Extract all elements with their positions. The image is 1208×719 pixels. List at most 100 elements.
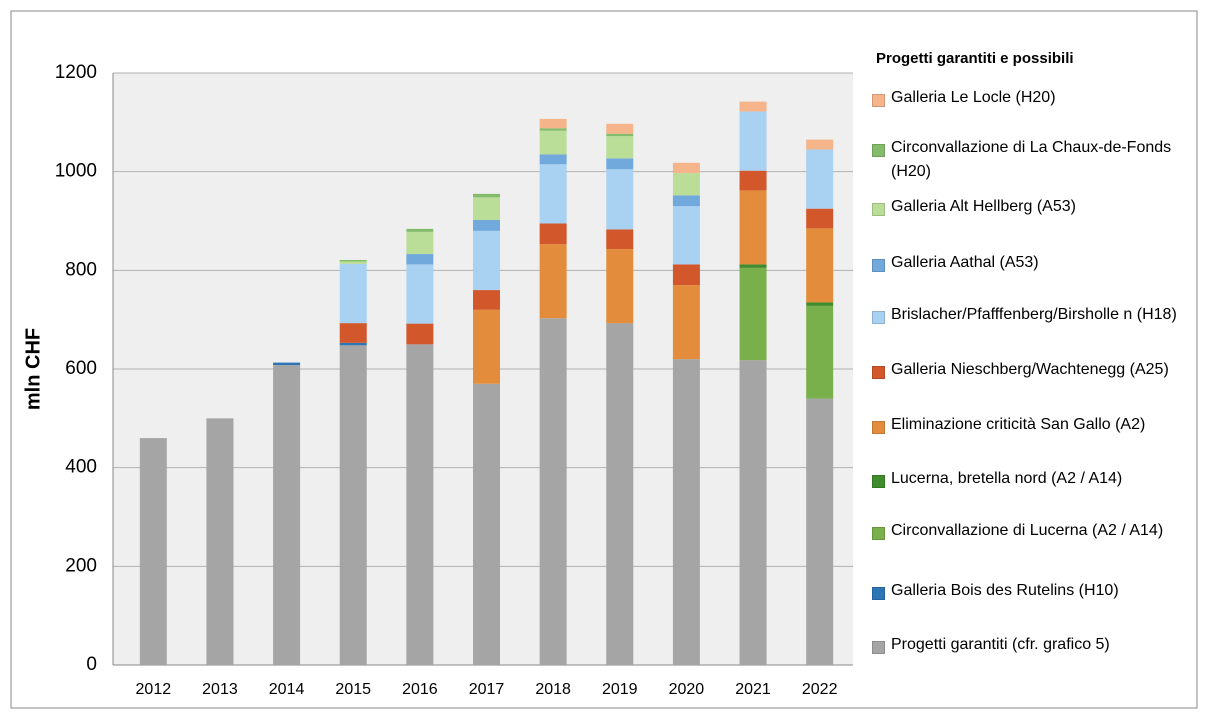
bar-segment [339,261,367,264]
bar-segment [339,342,367,346]
bar-segment [473,193,500,198]
bar-segment [672,359,700,665]
bar-segment [672,264,700,286]
legend-item: Galleria Aathal (A53) [870,254,1190,275]
bar-segment [273,362,301,366]
legend-item: Galleria Alt Hellberg (A53) [870,198,1190,219]
bar-segment [539,164,567,224]
bar-segment [806,208,834,229]
bar-segment [606,249,634,324]
bar-segment [672,195,700,207]
x-tick-label: 2017 [469,681,505,698]
legend-swatch [872,311,885,324]
bar-segment [539,154,567,165]
bar-segment [473,290,500,310]
bar-segment [739,267,767,361]
bar-segment [806,149,834,209]
legend-swatch [872,587,885,600]
bar-segment [672,162,700,174]
legend: Progetti garantiti e possibili Galleria … [870,50,1190,654]
y-tick-label: 0 [86,654,97,675]
bar-segment [739,170,767,191]
x-tick-label: 2022 [802,681,838,698]
bar-segment [406,264,434,324]
bar-segment [539,223,567,245]
legend-swatch [872,259,885,272]
legend-label: Galleria Alt Hellberg (A53) [891,198,1076,215]
bar-segment [606,158,634,170]
y-tick-label: 1000 [55,161,97,182]
legend-item: Circonvallazione di Lucerna (A2 / A14) [870,522,1190,543]
y-axis-label: mln CHF [22,328,44,410]
legend-label: Galleria Nieschberg/Wachtenegg (A25) [891,361,1169,378]
legend-swatch [872,421,885,434]
legend-item: Eliminazione criticità San Gallo (A2) [870,416,1190,437]
y-tick-label: 400 [65,457,97,478]
bar-segment [273,365,301,665]
legend-label: Lucerna, bretella nord (A2 / A14) [891,470,1123,487]
x-tick-label: 2020 [669,681,705,698]
bar-segment [806,228,834,303]
bar-segment [406,323,434,345]
y-tick-label: 200 [65,555,97,576]
bar-segment [672,285,700,360]
x-tick-label: 2012 [136,681,172,698]
bar-segment [206,418,234,665]
bar-segment [739,101,767,112]
bar-segment [606,123,634,134]
bar-segment [339,323,367,343]
legend-label: Circonvallazione di La Chaux-de-Fonds (H… [891,139,1172,180]
bar-segment [539,128,567,131]
bar-segment [473,309,500,384]
legend-item: Circonvallazione di La Chaux-de-Fonds (H… [870,139,1190,184]
bar-segment [473,220,500,231]
y-tick-label: 800 [65,259,97,280]
bar-segment [139,438,167,665]
legend-item: Galleria Bois des Rutelins (H10) [870,582,1190,603]
bar-segment [739,190,767,265]
bar-segment [672,173,700,196]
bar-segment [539,244,567,319]
legend-item: Lucerna, bretella nord (A2 / A14) [870,470,1190,491]
bar-segment [406,228,434,232]
bar-segment [406,344,434,665]
legend-swatch [872,475,885,488]
bar-segment [339,263,367,324]
bar-segment [806,398,834,665]
bar-segment [606,169,634,230]
bar-segment [339,345,367,665]
legend-swatch [872,641,885,654]
x-tick-label: 2014 [269,681,305,698]
bar-segment [539,130,567,155]
bar-segment [539,318,567,665]
bar-segment [806,305,834,399]
x-tick-label: 2015 [335,681,371,698]
legend-label: Galleria Bois des Rutelins (H10) [891,582,1119,599]
y-tick-label: 600 [65,358,97,379]
legend-swatch [872,527,885,540]
x-tick-label: 2018 [535,681,571,698]
legend-label: Galleria Le Locle (H20) [891,89,1056,106]
legend-item: Galleria Le Locle (H20) [870,89,1190,110]
legend-label: Progetti garantiti (cfr. grafico 5) [891,636,1110,653]
bar-segment [739,360,767,665]
x-tick-label: 2016 [402,681,438,698]
bar-segment [406,254,434,265]
bar-segment [739,264,767,268]
legend-label: Circonvallazione di Lucerna (A2 / A14) [891,522,1164,539]
x-tick-label: 2013 [202,681,238,698]
bar-segment [806,139,834,150]
legend-item: Progetti garantiti (cfr. grafico 5) [870,636,1190,657]
legend-swatch [872,144,885,157]
y-tick-label: 1200 [55,62,97,83]
bar-segment [606,323,634,665]
bar-segment [606,136,634,159]
frame [10,10,1198,709]
bar-segment [606,133,634,137]
bar-segment [339,259,367,262]
bar-segment [672,206,700,265]
legend-title: Progetti garantiti e possibili [876,50,1074,67]
bar-segment [539,118,567,129]
